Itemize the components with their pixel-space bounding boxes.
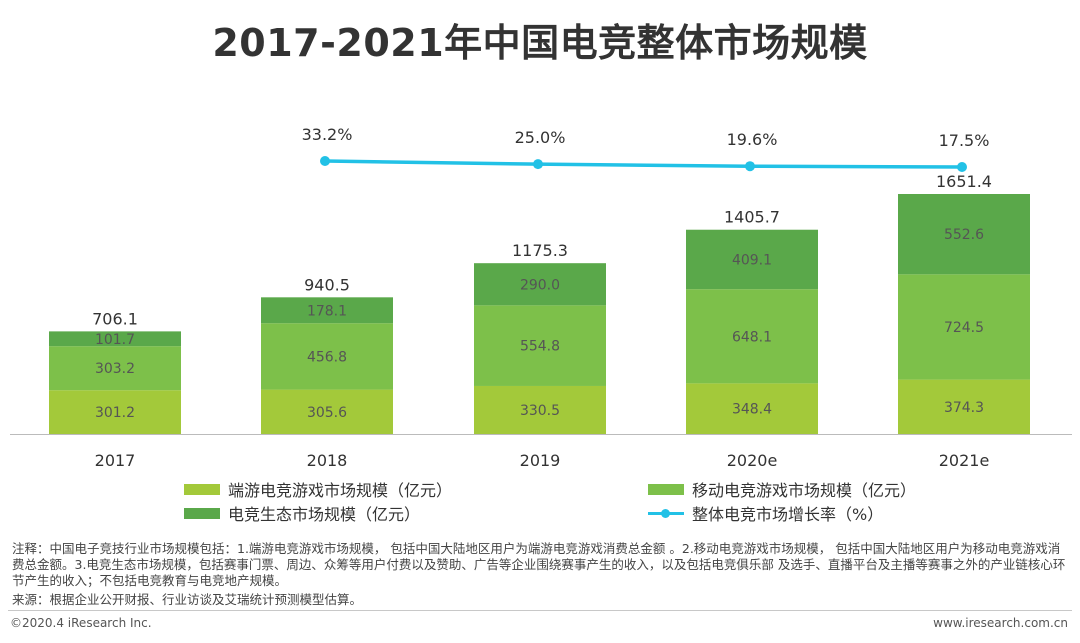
chart-title: 2017-2021年中国电竞整体市场规模	[212, 21, 868, 65]
bar-segment	[261, 389, 393, 434]
copyright-text: ©2020.4 iResearch Inc.	[10, 616, 152, 630]
bar-value-label: 409.1	[732, 252, 772, 268]
legend-growth-label: 整体电竞市场增长率（%）	[692, 505, 884, 524]
bar-segment	[474, 305, 606, 386]
bar-total-label: 1175.3	[512, 241, 568, 260]
stacked-bar-chart: 301.2 303.2 101.7 706.1 2017 305.6 456.8 178.1 9…	[10, 125, 1072, 470]
bar-segment	[898, 274, 1030, 380]
legend-eco-swatch	[184, 507, 220, 519]
bar-value-label: 330.5	[520, 403, 560, 419]
legend-pc-label: 端游电竞游戏市场规模（亿元）	[228, 481, 453, 500]
legend-eco-label: 电竞生态市场规模（亿元）	[228, 505, 421, 524]
bar-segment	[49, 390, 181, 434]
bar-total-label: 940.5	[304, 275, 350, 294]
legend-mobile-label: 移动电竞游戏市场规模（亿元）	[692, 481, 917, 500]
bar-value-label: 374.3	[944, 400, 984, 416]
legend-mobile: 移动电竞游戏市场规模（亿元）	[648, 477, 916, 501]
legend-mobile-swatch	[648, 483, 684, 495]
bar-value-label: 303.2	[95, 361, 135, 377]
bar-total-label: 706.1	[92, 309, 138, 328]
x-tick-label: 2018	[307, 451, 348, 470]
growth-rate-label: 25.0%	[515, 128, 566, 147]
bar-value-label: 648.1	[732, 329, 772, 345]
growth-rate-point	[320, 156, 330, 166]
bar-value-label: 305.6	[307, 405, 347, 421]
x-tick-label: 2019	[520, 451, 561, 470]
bar-segment	[474, 385, 606, 434]
bar-segment	[261, 297, 393, 324]
bar-value-label: 554.8	[520, 339, 560, 355]
growth-rate-label: 33.2%	[302, 125, 353, 144]
bar-segment	[474, 263, 606, 306]
bar-total-label: 1405.7	[724, 208, 780, 227]
bar-segment	[49, 346, 181, 391]
bar-value-label: 290.0	[520, 277, 560, 293]
bar-value-label: 552.6	[944, 227, 984, 243]
bar-segment	[49, 331, 181, 347]
legend-pc: 端游电竞游戏市场规模（亿元）	[184, 477, 452, 501]
growth-rate-point	[745, 161, 755, 172]
legend-growth: 整体电竞市场增长率（%）	[648, 501, 883, 525]
website-text: www.iresearch.com.cn	[933, 616, 1068, 630]
bar-value-label: 301.2	[95, 405, 135, 421]
legend-growth-swatch	[648, 508, 684, 519]
legend-pc-swatch	[184, 483, 220, 495]
bar-segment	[261, 323, 393, 390]
bar-segment	[898, 379, 1030, 434]
footer-divider	[8, 610, 1072, 611]
bar-value-label: 101.7	[95, 332, 135, 348]
bar-segment	[686, 289, 818, 384]
source-note: 来源：根据企业公开财报、行业访谈及艾瑞统计预测模型估算。	[12, 592, 363, 607]
growth-rate-point	[533, 159, 543, 170]
bar-segment	[898, 194, 1030, 275]
x-tick-label: 2017	[95, 451, 136, 470]
annotation-note: 注释：中国电子竞技行业市场规模包括：1.端游电竞游戏市场规模， 包括中国大陆地区…	[12, 541, 1066, 588]
bar-value-label: 348.4	[732, 402, 772, 418]
x-tick-label: 2020e	[727, 451, 778, 470]
bar-total-label: 1651.4	[936, 172, 992, 191]
bar-value-label: 456.8	[307, 349, 347, 365]
growth-rate-label: 19.6%	[727, 130, 778, 149]
bar-segment	[686, 229, 818, 290]
bar-segment	[686, 383, 818, 434]
growth-rate-label: 17.5%	[939, 131, 990, 150]
growth-rate-line	[324, 159, 963, 169]
legend-eco: 电竞生态市场规模（亿元）	[184, 501, 420, 525]
bar-value-label: 724.5	[944, 320, 984, 336]
growth-rate-point	[957, 162, 967, 172]
bar-value-label: 178.1	[307, 303, 347, 319]
x-tick-label: 2021e	[939, 451, 990, 470]
